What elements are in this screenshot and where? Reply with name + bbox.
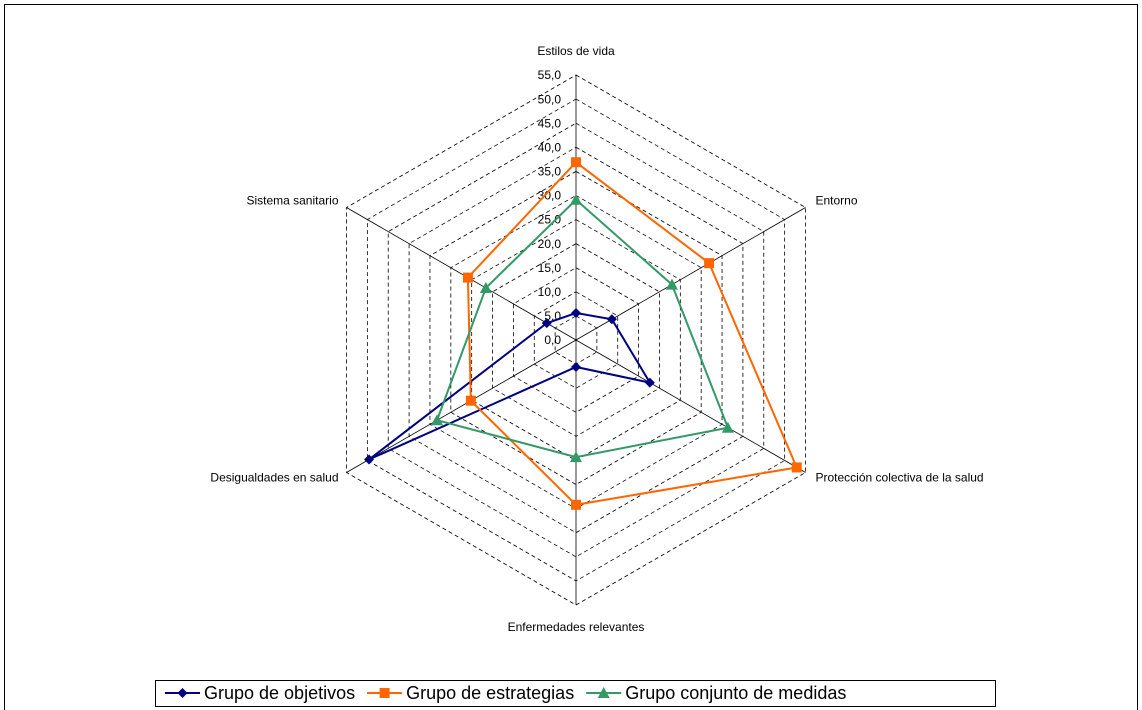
legend-label: Grupo de objetivos bbox=[204, 683, 355, 703]
legend-box bbox=[155, 680, 996, 707]
axis-line bbox=[575, 339, 806, 473]
marker bbox=[462, 272, 473, 283]
marker bbox=[704, 258, 715, 269]
r-tick-label: 20,0 bbox=[538, 237, 562, 251]
series-line bbox=[435, 198, 730, 459]
r-tick-label: 10,0 bbox=[538, 285, 562, 299]
marker bbox=[431, 414, 444, 426]
category-label: Desigualdades en salud bbox=[210, 471, 338, 485]
marker bbox=[606, 314, 617, 325]
legend-label: Grupo conjunto de medidas bbox=[625, 683, 846, 703]
category-label: Entorno bbox=[815, 194, 857, 208]
marker bbox=[479, 281, 492, 293]
marker bbox=[791, 462, 802, 473]
marker bbox=[465, 395, 476, 406]
legend-label: Grupo de estrategias bbox=[406, 683, 574, 703]
r-tick-label: 35,0 bbox=[538, 165, 562, 179]
marker bbox=[721, 421, 734, 433]
r-tick-label: 30,0 bbox=[538, 189, 562, 203]
legend-marker bbox=[379, 688, 390, 698]
category-label: Enfermedades relevantes bbox=[508, 620, 645, 634]
marker bbox=[571, 361, 581, 372]
r-tick-label: 15,0 bbox=[538, 261, 562, 275]
r-tick-label: 40,0 bbox=[538, 140, 562, 154]
r-tick-label: 45,0 bbox=[538, 116, 562, 130]
category-label: Estilos de vida bbox=[537, 44, 615, 58]
marker bbox=[644, 377, 655, 388]
category-label: Sistema sanitario bbox=[246, 194, 338, 208]
marker bbox=[571, 308, 581, 319]
r-tick-label: 55,0 bbox=[538, 68, 562, 82]
axis-line bbox=[346, 339, 577, 473]
category-label: Protección colectiva de la salud bbox=[815, 471, 983, 485]
marker bbox=[571, 499, 581, 510]
marker bbox=[541, 318, 552, 329]
axis-line bbox=[346, 207, 577, 341]
r-tick-label: 25,0 bbox=[538, 213, 562, 227]
legend-marker bbox=[597, 687, 610, 698]
marker bbox=[364, 454, 375, 465]
legend-marker bbox=[177, 688, 188, 698]
marker bbox=[570, 193, 582, 205]
marker bbox=[570, 451, 582, 463]
marker bbox=[571, 157, 581, 168]
chart-frame bbox=[4, 4, 1138, 710]
r-tick-label: 50,0 bbox=[538, 92, 562, 106]
marker bbox=[665, 278, 678, 290]
r-tick-label: 0,0 bbox=[544, 333, 561, 347]
series-line bbox=[466, 160, 799, 506]
